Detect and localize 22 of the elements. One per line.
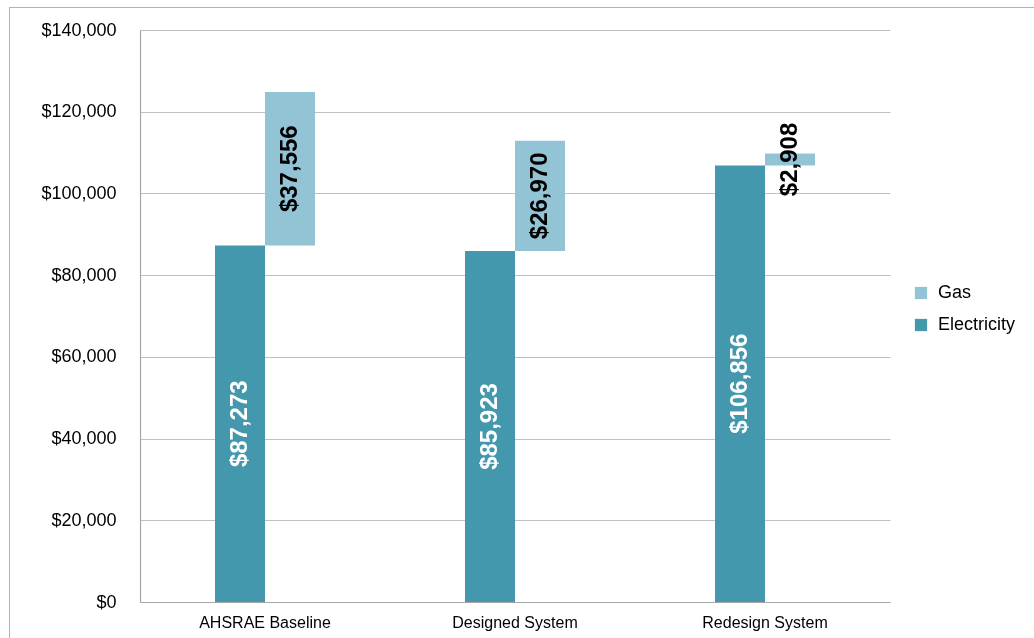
data-label: $85,923 xyxy=(475,383,502,470)
data-label: $87,273 xyxy=(225,380,252,468)
y-tick-label: $40,000 xyxy=(51,428,117,449)
y-tick-label: $100,000 xyxy=(41,182,117,203)
y-tick-label: $140,000 xyxy=(41,19,117,40)
x-tick-label: AHSRAE Baseline xyxy=(199,613,331,631)
bar xyxy=(715,165,765,602)
legend-label: Gas xyxy=(938,282,972,302)
bar xyxy=(215,245,265,602)
y-tick-label: $80,000 xyxy=(51,264,117,285)
data-label: $37,556 xyxy=(275,125,302,213)
y-tick-label: $120,000 xyxy=(41,101,117,122)
legend-label: Electricity xyxy=(938,314,1016,334)
y-tick-label: $20,000 xyxy=(51,509,117,530)
x-tick-label: Redesign System xyxy=(702,613,828,631)
y-tick-label: $0 xyxy=(96,591,117,612)
data-label: $106,856 xyxy=(725,333,752,434)
y-tick-label: $60,000 xyxy=(51,346,117,367)
x-tick-label: Designed System xyxy=(452,613,578,631)
data-label: $2,908 xyxy=(775,122,802,197)
data-label: $26,970 xyxy=(525,152,552,240)
bar xyxy=(465,250,515,602)
